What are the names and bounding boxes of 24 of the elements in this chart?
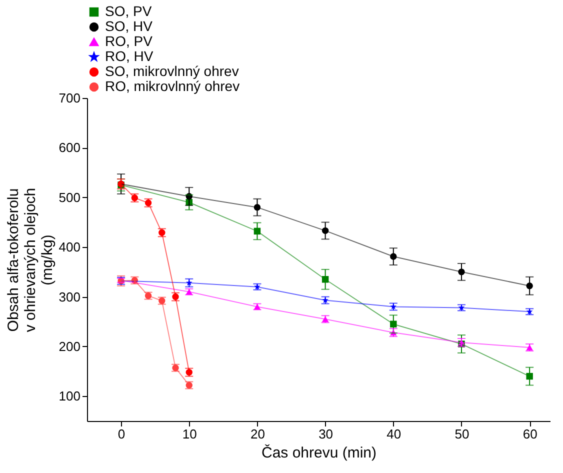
x-tick-label: 10 <box>182 426 197 442</box>
x-axis-title: Čas ohrevu (min) <box>261 444 377 462</box>
text: v ohrievaných olejoch <box>22 188 39 332</box>
x-tick-label: 20 <box>250 426 265 442</box>
text: (mg/kg) <box>38 234 56 286</box>
y-tick-label: 400 <box>58 240 80 255</box>
x-tick-label: 0 <box>118 426 126 442</box>
y-tick-label: 600 <box>58 140 80 156</box>
y-tick-label: 700 <box>58 90 80 106</box>
y-tick-label: 100 <box>58 388 80 404</box>
legend-label: SO, PV <box>105 3 152 19</box>
legend-label: SO, HV <box>105 18 154 34</box>
x-tick-label: 30 <box>318 426 334 442</box>
y-tick-label: 500 <box>58 190 80 205</box>
legend-label: RO, HV <box>105 48 154 64</box>
y-tick-label: 300 <box>58 289 80 304</box>
legend-label: SO, mikrovlnný ohrev <box>105 63 239 79</box>
x-tick-label: 40 <box>386 426 402 442</box>
text: Obsah alfa-tokoferolu <box>4 188 22 332</box>
legend-label: RO, mikrovlnný ohrev <box>105 78 240 94</box>
x-tick-label: 50 <box>454 426 470 442</box>
x-tick-label: 60 <box>522 426 538 442</box>
y-tick-label: 200 <box>58 338 80 354</box>
legend-label: RO, PV <box>105 33 154 49</box>
